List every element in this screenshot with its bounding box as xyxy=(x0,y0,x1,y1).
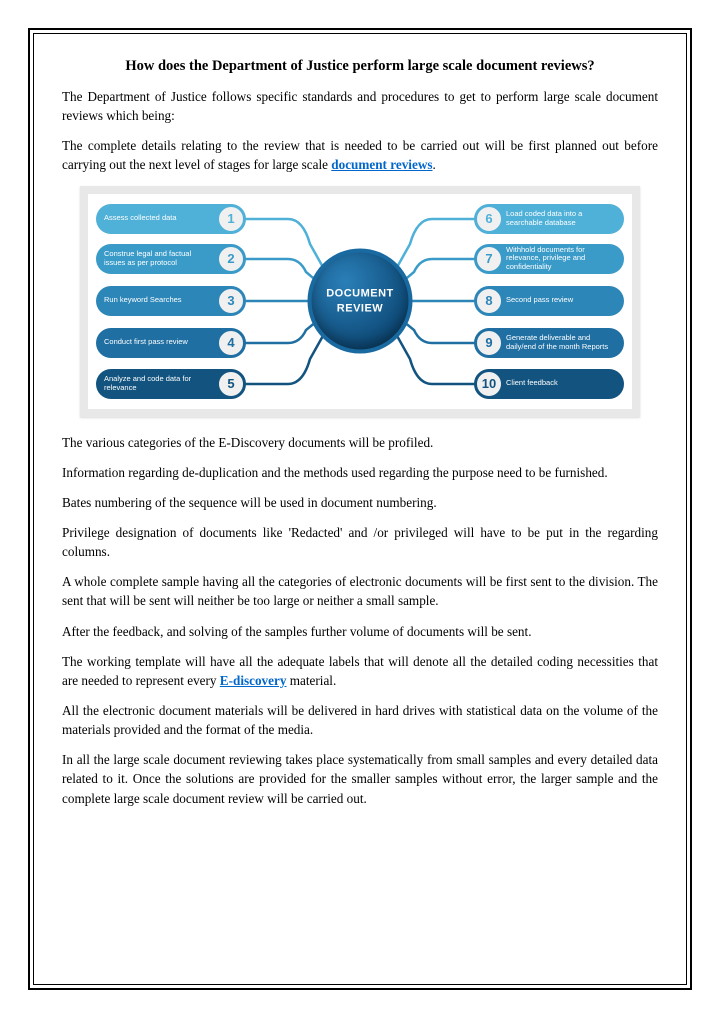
step-5-num: 5 xyxy=(216,369,246,399)
outer-border: How does the Department of Justice perfo… xyxy=(28,28,692,990)
paragraph-6: After the feedback, and solving of the s… xyxy=(62,622,658,641)
paragraph-1: The various categories of the E-Discover… xyxy=(62,433,658,452)
paragraph-7: The working template will have all the a… xyxy=(62,652,658,690)
step-1: Assess collected data 1 xyxy=(96,204,244,234)
paragraph-3: Bates numbering of the sequence will be … xyxy=(62,493,658,512)
diagram-container: DOCUMENT REVIEW Assess collected data 1 … xyxy=(80,186,640,417)
step-3-num: 3 xyxy=(216,286,246,316)
step-6: Load coded data into a searchable databa… xyxy=(476,204,624,234)
intro-paragraph-2: The complete details relating to the rev… xyxy=(62,136,658,174)
e-discovery-link[interactable]: E-discovery xyxy=(220,673,287,688)
step-4: Conduct first pass review 4 xyxy=(96,328,244,358)
inner-border: How does the Department of Justice perfo… xyxy=(33,33,687,985)
paragraph-8: All the electronic document materials wi… xyxy=(62,701,658,739)
step-2: Construe legal and factual issues as per… xyxy=(96,244,244,274)
center-label: DOCUMENT REVIEW xyxy=(312,287,409,316)
intro2-post: . xyxy=(432,157,435,172)
paragraph-2: Information regarding de-duplication and… xyxy=(62,463,658,482)
step-8: Second pass review 8 xyxy=(476,286,624,316)
paragraph-4: Privilege designation of documents like … xyxy=(62,523,658,561)
step-4-num: 4 xyxy=(216,328,246,358)
paragraph-9: In all the large scale document reviewin… xyxy=(62,750,658,807)
center-circle: DOCUMENT REVIEW xyxy=(308,249,413,354)
step-7-num: 7 xyxy=(474,244,504,274)
step-6-num: 6 xyxy=(474,204,504,234)
step-1-num: 1 xyxy=(216,204,246,234)
p7-pre: The working template will have all the a… xyxy=(62,654,658,688)
step-8-num: 8 xyxy=(474,286,504,316)
document-reviews-link[interactable]: document reviews xyxy=(331,157,432,172)
step-10: Client feedback 10 xyxy=(476,369,624,399)
page-title: How does the Department of Justice perfo… xyxy=(62,58,658,75)
step-5: Analyze and code data for relevance 5 xyxy=(96,369,244,399)
step-3: Run keyword Searches 3 xyxy=(96,286,244,316)
step-9: Generate deliverable and daily/end of th… xyxy=(476,328,624,358)
step-2-num: 2 xyxy=(216,244,246,274)
intro-paragraph-1: The Department of Justice follows specif… xyxy=(62,87,658,125)
step-7: Withhold documents for relevance, privil… xyxy=(476,244,624,274)
document-review-diagram: DOCUMENT REVIEW Assess collected data 1 … xyxy=(88,194,632,409)
step-9-num: 9 xyxy=(474,328,504,358)
step-10-num: 10 xyxy=(474,369,504,399)
paragraph-5: A whole complete sample having all the c… xyxy=(62,572,658,610)
p7-post: material. xyxy=(286,673,336,688)
